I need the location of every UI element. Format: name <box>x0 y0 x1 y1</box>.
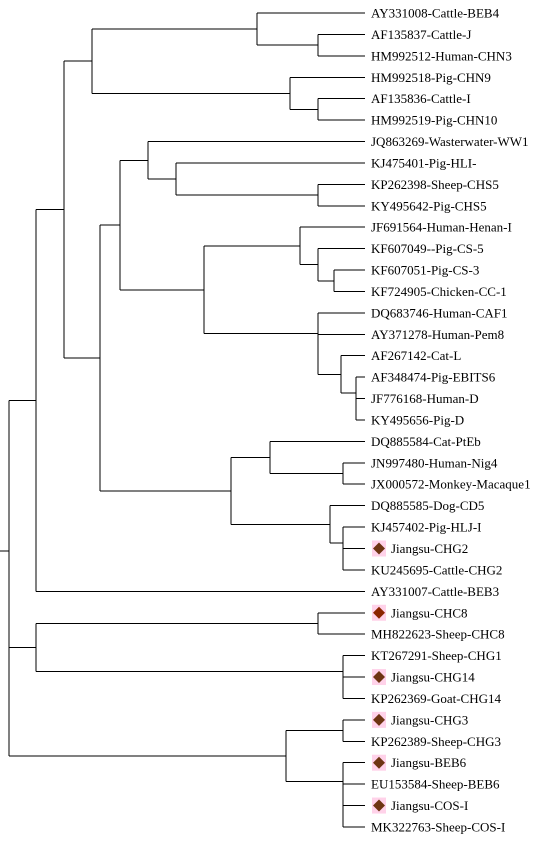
leaf-label: KP262369-Goat-CHG14 <box>371 691 501 706</box>
leaf-label: KF607049--Pig-CS-5 <box>371 241 484 256</box>
leaf-label: KY495642-Pig-CHS5 <box>371 198 487 213</box>
leaf-label: Jiangsu-CHG14 <box>391 670 475 685</box>
leaf-label: KP262389-Sheep-CHG3 <box>371 734 501 749</box>
diamond-marker-icon <box>373 671 385 684</box>
leaf-label: KT267291-Sheep-CHG1 <box>371 648 502 663</box>
leaf-label: AF348474-Pig-EBITS6 <box>371 370 496 385</box>
leaf-label: AF267142-Cat-L <box>371 348 461 363</box>
tree-leaves: AY331008-Cattle-BEB4 AF135837-Cattle-J HM9… <box>371 6 531 835</box>
leaf-label: JQ863269-Wasterwater-WW1 <box>371 134 529 149</box>
leaf-label: KJ457402-Pig-HLJ-I <box>371 520 482 535</box>
leaf-label: HM992518-Pig-CHN9 <box>371 70 491 85</box>
leaf-label: Jiangsu-CHC8 <box>391 605 468 620</box>
leaf-label: Jiangsu-BEB6 <box>391 755 467 770</box>
diamond-marker-icon <box>373 606 385 619</box>
leaf-label: AF135837-Cattle-J <box>371 27 471 42</box>
leaf-label: HM992519-Pig-CHN10 <box>371 113 497 128</box>
leaf-label: JX000572-Monkey-Macaque1 <box>371 477 531 492</box>
leaf-label: Jiangsu-CHG3 <box>391 712 468 727</box>
diamond-marker-icon <box>373 542 385 555</box>
leaf-label: Jiangsu-COS-I <box>391 798 468 813</box>
leaf-label: JF691564-Human-Henan-I <box>371 220 512 235</box>
leaf-label: AY331007-Cattle-BEB3 <box>371 584 499 599</box>
leaf-label: HM992512-Human-CHN3 <box>371 48 512 63</box>
diamond-marker-icon <box>373 756 385 769</box>
diamond-marker-icon <box>373 713 385 726</box>
leaf-label: KY495656-Pig-D <box>371 412 464 427</box>
leaf-label: Jiangsu-CHG2 <box>391 541 468 556</box>
leaf-label: JF776168-Human-D <box>371 391 479 406</box>
leaf-label: KF724905-Chicken-CC-1 <box>371 284 507 299</box>
leaf-label: KP262398-Sheep-CHS5 <box>371 177 499 192</box>
leaf-label: EU153584-Sheep-BEB6 <box>371 777 500 792</box>
diamond-marker-icon <box>373 799 385 812</box>
leaf-label: JN997480-Human-Nig4 <box>371 455 498 470</box>
leaf-label: MK322763-Sheep-COS-I <box>371 819 505 834</box>
leaf-label: KF607051-Pig-CS-3 <box>371 263 479 278</box>
leaf-label: DQ885585-Dog-CD5 <box>371 498 484 513</box>
leaf-label: KJ475401-Pig-HLI- <box>371 155 476 170</box>
leaf-label: KU245695-Cattle-CHG2 <box>371 562 502 577</box>
leaf-label: AF135836-Cattle-I <box>371 91 471 106</box>
tree-branches <box>0 12 365 828</box>
leaf-label: DQ885584-Cat-PtEb <box>371 434 481 449</box>
leaf-label: AY371278-Human-Pem8 <box>371 327 504 342</box>
leaf-label: MH822623-Sheep-CHC8 <box>371 627 505 642</box>
leaf-label: AY331008-Cattle-BEB4 <box>371 6 500 21</box>
leaf-label: DQ683746-Human-CAF1 <box>371 305 508 320</box>
